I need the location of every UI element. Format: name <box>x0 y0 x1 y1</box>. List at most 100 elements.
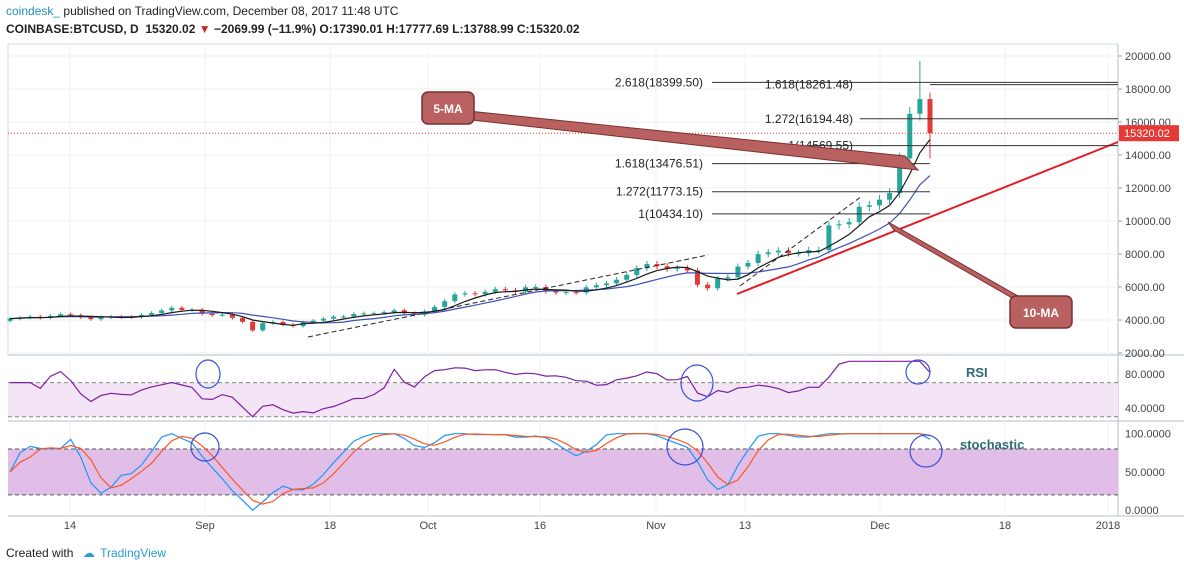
x-tick-label: 18 <box>999 520 1011 532</box>
candle-body <box>826 225 832 251</box>
callout-5ma-box <box>421 91 475 125</box>
candle-body <box>482 291 488 295</box>
y-tick-label: 2000.00 <box>1125 348 1165 360</box>
candle-body <box>361 313 367 315</box>
x-tick-label: 14 <box>64 520 76 532</box>
tradingview-link[interactable]: TradingView <box>100 546 167 560</box>
candle-body <box>603 283 609 286</box>
highlight-circle <box>905 359 931 385</box>
candle-body <box>371 313 377 315</box>
last-price-text: 15320.02 <box>145 22 196 36</box>
change-text: −2069.99 (−11.9%) <box>213 22 317 36</box>
x-tick-label: Oct <box>419 520 436 532</box>
fib-level-label: 1.618(13476.51) <box>615 157 703 171</box>
candle-body <box>684 268 690 271</box>
rsi-y-tick-label: 80.0000 <box>1125 369 1165 381</box>
candle-body <box>836 224 842 226</box>
y-tick-label: 6000.00 <box>1125 282 1165 294</box>
candle-body <box>927 99 933 134</box>
y-tick-label: 14000.00 <box>1125 150 1171 162</box>
candle-body <box>725 277 731 279</box>
candle-body <box>533 287 539 288</box>
callout-5ma-label: 5-MA <box>433 102 463 116</box>
candle-body <box>796 253 802 255</box>
stoch-band <box>8 448 1118 495</box>
stoch-pane-title: stochastic <box>960 437 1024 452</box>
wave-dashed-line <box>739 195 863 287</box>
candle-body <box>887 192 893 200</box>
published-text: published on TradingView.com, December 0… <box>63 4 399 18</box>
highlight-circle <box>909 434 943 468</box>
candle-body <box>209 313 215 316</box>
candle-body <box>907 113 913 159</box>
fib-level-label: 1.272(16194.48) <box>765 112 853 126</box>
candle-body <box>432 306 438 312</box>
candle-body <box>523 287 529 292</box>
candle-body <box>442 301 448 307</box>
rsi-band <box>8 382 1118 417</box>
trend-line <box>736 141 1119 295</box>
y-tick-label: 4000.00 <box>1125 315 1165 327</box>
candle-body <box>492 289 498 292</box>
candle-body <box>866 205 872 207</box>
callout-10ma-label: 10-MA <box>1023 306 1059 320</box>
y-tick-label: 8000.00 <box>1125 249 1165 261</box>
candle-body <box>381 312 387 314</box>
candle-body <box>644 264 650 269</box>
highlight-circle <box>195 359 221 389</box>
candle-body <box>219 314 225 316</box>
candle-body <box>351 314 357 317</box>
last-price-badge <box>1119 125 1179 142</box>
callout-10ma-box <box>1009 295 1073 329</box>
x-tick-label: Nov <box>646 520 666 532</box>
stoch-d-line <box>9 433 931 505</box>
y-tick-label: 20000.00 <box>1125 51 1171 63</box>
candle-body <box>159 310 165 314</box>
candle-body <box>260 323 266 331</box>
brand-name: coindesk_ <box>6 4 61 18</box>
candle-body <box>785 250 791 254</box>
candle-body <box>462 293 468 295</box>
candle-body <box>634 268 640 275</box>
fib-level-label: 1(10434.10) <box>638 207 703 221</box>
candle-body <box>563 292 569 294</box>
candle-body <box>149 313 155 315</box>
stoch-y-tick-label: 0.0000 <box>1125 505 1159 517</box>
chart-header-line1: coindesk_ published on TradingView.com, … <box>6 4 398 18</box>
candle-body <box>876 199 882 206</box>
candle-body <box>745 262 751 267</box>
wave-dashed-line <box>307 254 709 338</box>
candle-body <box>715 278 721 289</box>
candle-body <box>341 316 347 318</box>
candle-body <box>88 317 94 320</box>
highlight-circle <box>190 432 220 462</box>
candle-body <box>58 314 64 316</box>
candle-body <box>897 158 903 193</box>
candle-body <box>553 291 559 293</box>
candle-body <box>846 222 852 225</box>
candle-body <box>240 317 246 322</box>
candle-body <box>310 320 316 323</box>
tradingview-logo-icon[interactable]: ☁ <box>82 546 95 560</box>
candle-body <box>179 307 185 310</box>
candle-body <box>856 206 862 223</box>
ohlc-text: O:17390.01 H:17777.69 L:13788.99 C:15320… <box>319 22 580 36</box>
candle-body <box>705 284 711 289</box>
ma5-line <box>9 139 931 326</box>
y-tick-label: 18000.00 <box>1125 84 1171 96</box>
x-tick-label: 2018 <box>1096 520 1120 532</box>
fib-level-label: 1.272(11773.15) <box>616 185 703 199</box>
x-tick-label: Sep <box>195 520 215 532</box>
chart-header-line2: COINBASE:BTCUSD, D 15320.02 ▼ −2069.99 (… <box>6 22 580 36</box>
candle-body <box>624 274 630 280</box>
candle-body <box>331 316 337 319</box>
candle-body <box>320 318 326 321</box>
x-tick-label: 16 <box>534 520 546 532</box>
candle-body <box>816 250 822 252</box>
created-with-text: Created with <box>6 546 74 560</box>
candle-body <box>98 317 104 320</box>
candle-body <box>250 321 256 331</box>
candle-body <box>199 309 205 314</box>
candle-body <box>765 252 771 255</box>
